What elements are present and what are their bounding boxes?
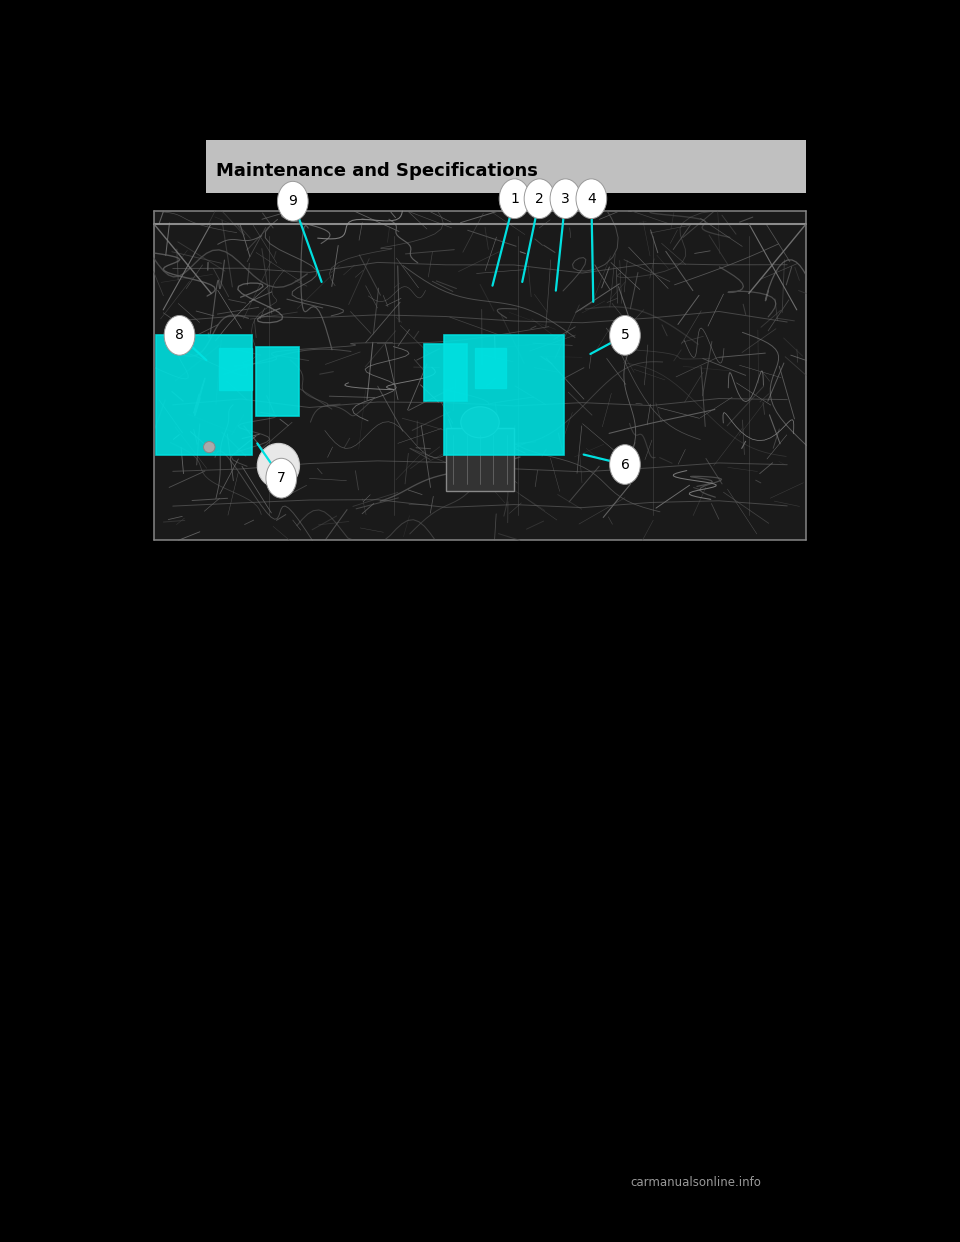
Text: 6: 6 — [620, 457, 630, 472]
FancyBboxPatch shape — [475, 348, 506, 388]
Text: carmanualsonline.info: carmanualsonline.info — [631, 1176, 761, 1189]
Text: 4: 4 — [587, 191, 596, 206]
FancyBboxPatch shape — [256, 347, 299, 416]
Text: 5: 5 — [620, 328, 630, 343]
Ellipse shape — [204, 441, 215, 453]
Ellipse shape — [461, 407, 499, 438]
FancyBboxPatch shape — [446, 428, 514, 491]
FancyBboxPatch shape — [156, 335, 252, 455]
Circle shape — [610, 315, 640, 355]
FancyBboxPatch shape — [424, 344, 467, 401]
Text: 7: 7 — [276, 471, 286, 486]
Circle shape — [576, 179, 607, 219]
FancyBboxPatch shape — [154, 211, 806, 540]
FancyBboxPatch shape — [206, 140, 806, 193]
Text: 1: 1 — [510, 191, 519, 206]
Text: 2: 2 — [535, 191, 544, 206]
Text: 8: 8 — [175, 328, 184, 343]
Circle shape — [499, 179, 530, 219]
Text: 3: 3 — [561, 191, 570, 206]
FancyBboxPatch shape — [444, 335, 564, 455]
Circle shape — [550, 179, 581, 219]
Circle shape — [277, 181, 308, 221]
Text: Maintenance and Specifications: Maintenance and Specifications — [216, 163, 538, 180]
Circle shape — [164, 315, 195, 355]
Circle shape — [266, 458, 297, 498]
Circle shape — [610, 445, 640, 484]
Circle shape — [524, 179, 555, 219]
Text: 9: 9 — [288, 194, 298, 209]
Ellipse shape — [257, 443, 300, 488]
FancyBboxPatch shape — [219, 348, 252, 390]
